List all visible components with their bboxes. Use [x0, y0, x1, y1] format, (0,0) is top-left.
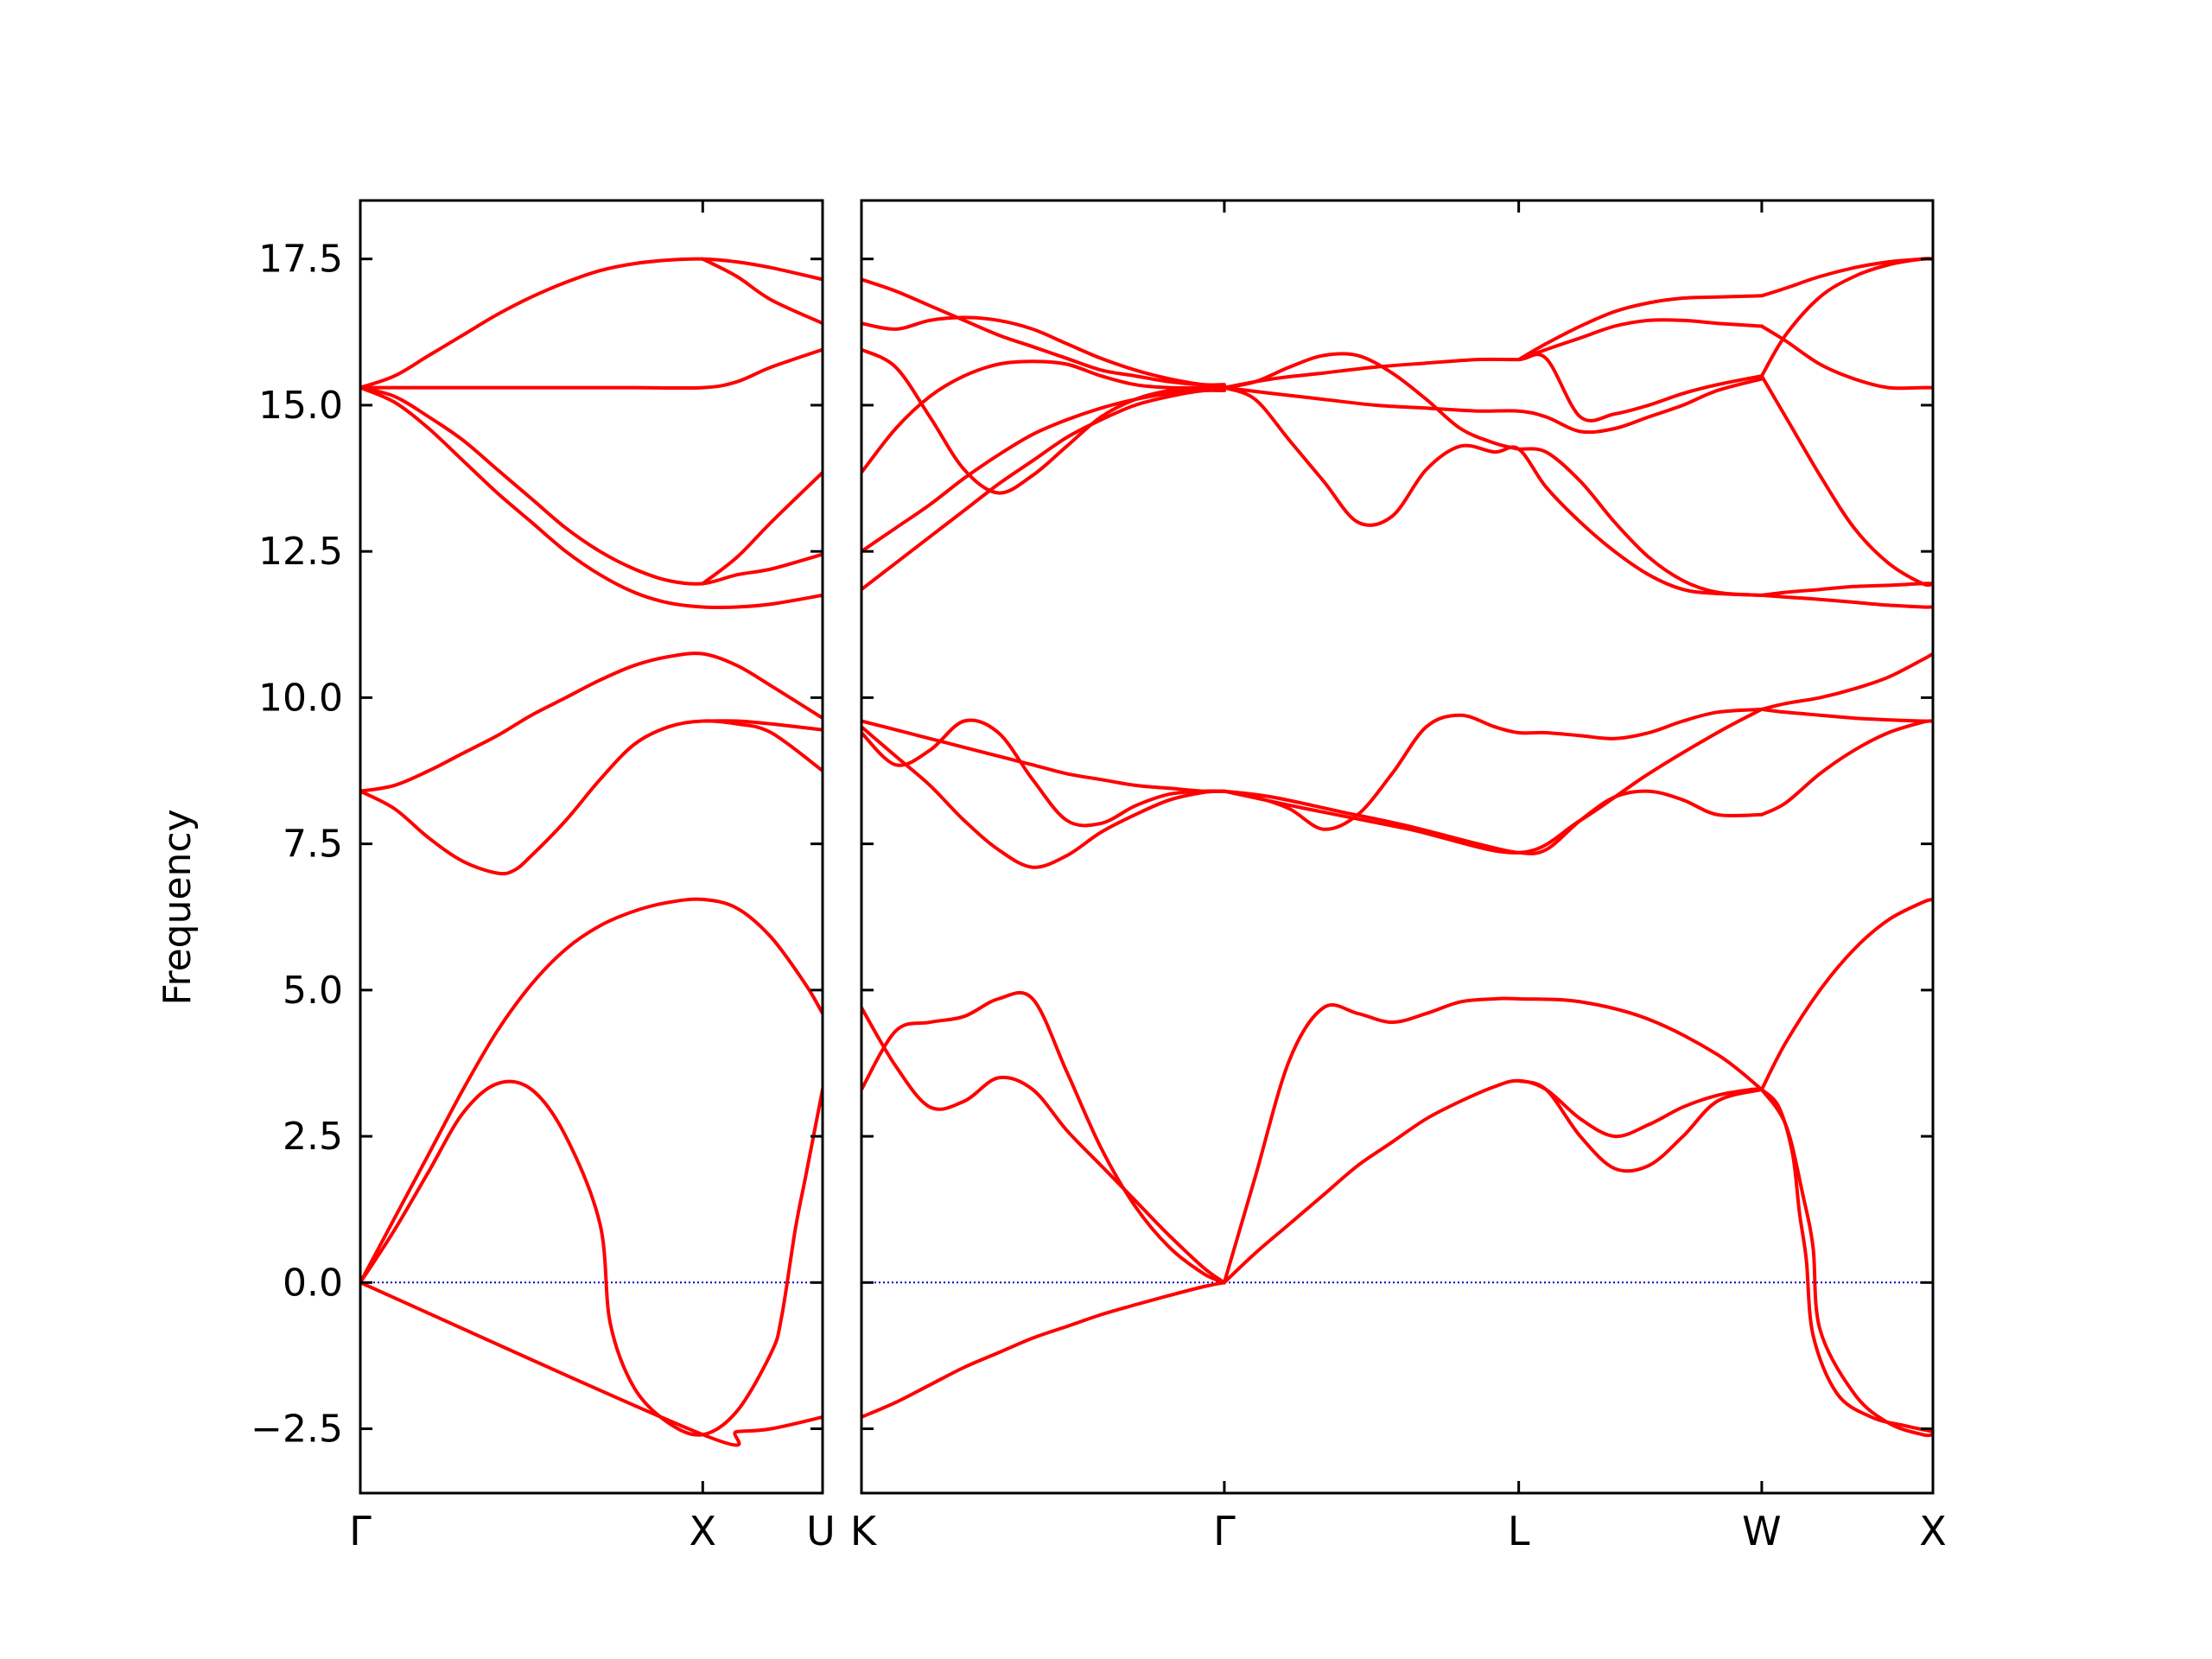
- band-series-29: [1222, 352, 1521, 451]
- y-tick-label: 2.5: [283, 1115, 343, 1159]
- band-series-36: [1759, 582, 1933, 597]
- band-series-34: [1759, 324, 1933, 391]
- band-series-12: [861, 718, 1226, 828]
- y-tick-label: 5.0: [283, 969, 343, 1013]
- band-series-11: [360, 257, 823, 390]
- band-series-5: [1516, 1078, 1764, 1173]
- band-series-31: [1516, 318, 1764, 362]
- band-series-8: [1759, 1087, 1933, 1438]
- y-tick-label: 7.5: [283, 823, 343, 867]
- band-series-1: [861, 1281, 1226, 1419]
- band-series-22: [861, 347, 1226, 495]
- x-tick-label: U: [806, 1508, 836, 1554]
- y-tick-label: −2.5: [251, 1408, 343, 1452]
- band-series-6: [701, 719, 823, 732]
- plot-frame: [860, 199, 1935, 1495]
- band-series-14: [1222, 789, 1764, 855]
- band-series-21: [861, 359, 1226, 474]
- band-series-group: [360, 257, 823, 1447]
- band-series-30: [1516, 294, 1764, 362]
- band-series-35: [1759, 374, 1933, 588]
- band-series-32: [1759, 257, 1933, 298]
- band-series-9: [1759, 1087, 1933, 1433]
- band-series-19: [861, 388, 1226, 592]
- y-tick-label: 10.0: [258, 676, 343, 720]
- band-series-2: [861, 1006, 1226, 1285]
- band-series-16: [1759, 652, 1933, 711]
- band-series-18: [1759, 719, 1933, 817]
- panel-1: −2.5 0.0 2.5 5.0 7.5 10.0 12.5 15.0 17.5 Γ X U: [251, 199, 836, 1554]
- x-tick-label: L: [1508, 1508, 1530, 1554]
- band-series-23: [861, 315, 1226, 387]
- x-tick-label: Γ: [1213, 1508, 1236, 1554]
- band-series-11: [861, 719, 1226, 793]
- band-series-4: [1222, 1078, 1764, 1285]
- band-series-7: [1759, 897, 1933, 1091]
- plot-frame: [359, 199, 824, 1495]
- band-series-33: [1759, 257, 1933, 378]
- band-series-3: [861, 990, 1226, 1285]
- band-series-27: [1222, 377, 1764, 435]
- band-series-7: [360, 385, 823, 609]
- band-series-37: [1759, 593, 1933, 609]
- x-tick-label: K: [850, 1508, 878, 1554]
- y-tick-label: 12.5: [258, 530, 343, 574]
- band-series-5: [360, 652, 823, 793]
- band-series-13: [1222, 707, 1764, 831]
- band-series-4: [360, 719, 823, 876]
- panels: −2.5 0.0 2.5 5.0 7.5 10.0 12.5 15.0 17.5 Γ X U K Γ L W X: [251, 199, 1947, 1554]
- band-series-2: [360, 897, 823, 1285]
- band-series-26: [1516, 447, 1764, 597]
- x-tick-label: X: [690, 1508, 717, 1554]
- band-series-10: [861, 725, 1226, 869]
- band-series-17: [1759, 707, 1933, 723]
- band-series-24: [861, 277, 1226, 387]
- band-series-group: [861, 257, 1933, 1438]
- y-tick-label: 0.0: [283, 1261, 343, 1305]
- band-series-3: [360, 1281, 823, 1447]
- y-axis-label: Frequency: [156, 809, 200, 1005]
- y-tick-label: 17.5: [258, 238, 343, 282]
- band-series-9: [701, 470, 823, 586]
- band-series-20: [861, 388, 1226, 554]
- band-series-15: [1222, 707, 1764, 855]
- x-tick-label: W: [1742, 1508, 1781, 1554]
- band-series-12: [701, 257, 823, 326]
- x-tick-label: X: [1919, 1508, 1947, 1554]
- band-series-8: [360, 385, 823, 586]
- band-series-1: [360, 1079, 823, 1437]
- x-tick-label: Γ: [349, 1508, 372, 1554]
- band-series-25: [1222, 385, 1764, 597]
- band-series-6: [1222, 996, 1764, 1285]
- y-tick-label: 15.0: [258, 384, 343, 428]
- band-series-10: [360, 347, 823, 391]
